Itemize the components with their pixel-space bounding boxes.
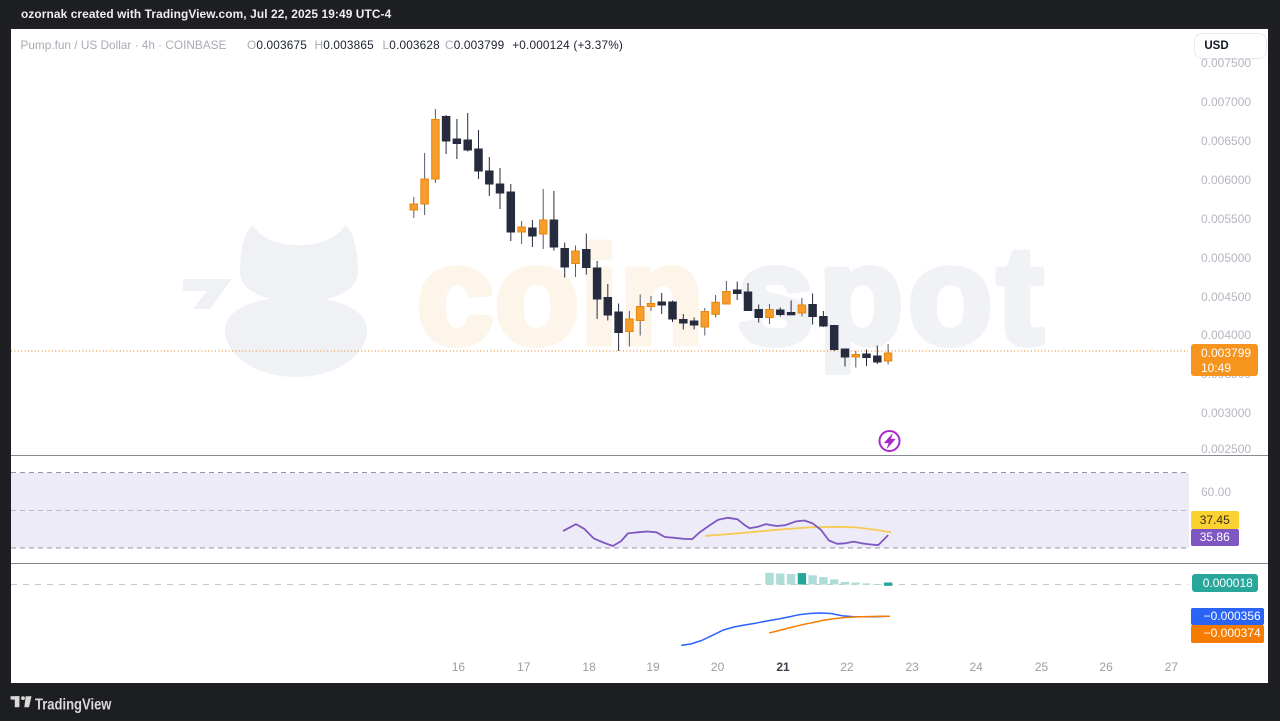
svg-text:coin: coin — [417, 219, 705, 373]
svg-text:spot: spot — [737, 219, 1048, 373]
svg-text:TradingView: TradingView — [35, 696, 112, 713]
